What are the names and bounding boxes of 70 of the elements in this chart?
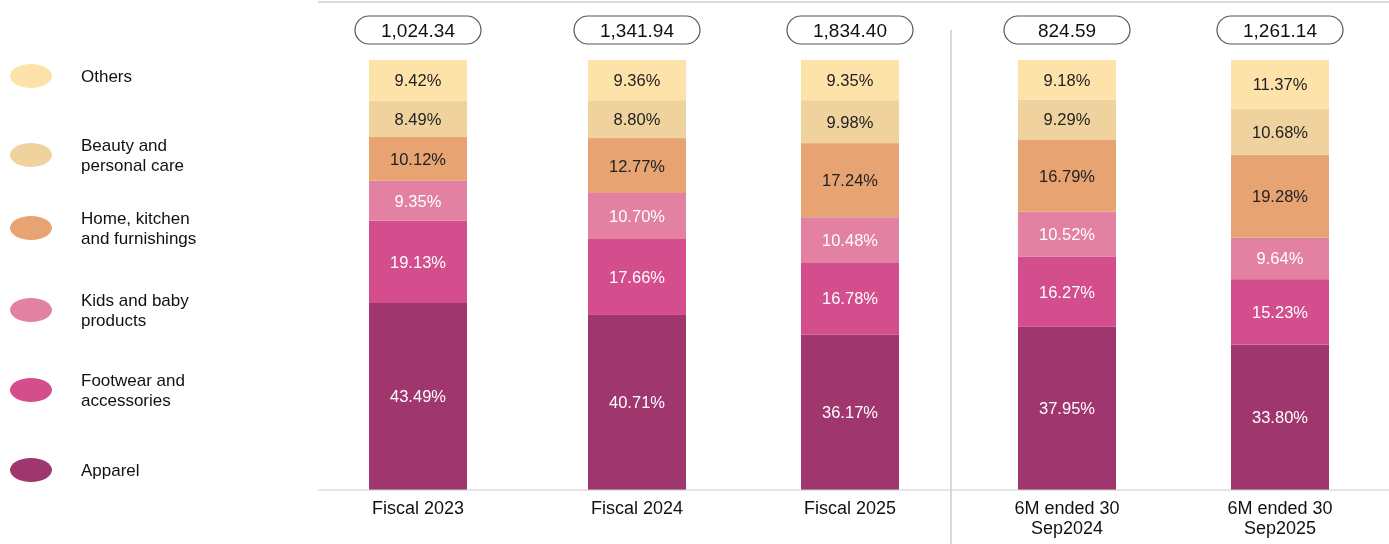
- bar: [369, 302, 467, 490]
- data-label: 11.37%: [1252, 75, 1308, 94]
- data-label: 10.70%: [609, 207, 666, 225]
- bar: [1231, 237, 1329, 280]
- bar: [1231, 108, 1329, 155]
- data-label: 40.71%: [609, 393, 666, 412]
- x-tick-label: 6M ended 30 Sep2025: [1227, 498, 1333, 538]
- legend-label: Home, kitchen and furnishings: [81, 209, 197, 248]
- text: 1,024.34: [381, 20, 456, 41]
- text: 1,341.94: [600, 20, 675, 41]
- bar: [1018, 99, 1116, 140]
- legend-label: Beauty and personal care: [81, 136, 185, 175]
- legend-label: Kids and baby products: [81, 291, 190, 330]
- data-label: 9.35%: [394, 191, 442, 210]
- data-label: 17.66%: [609, 267, 666, 286]
- x-tick-label: 6M ended 30 Sep2024: [1014, 498, 1120, 538]
- bar: [1231, 60, 1329, 109]
- bar: [1018, 139, 1116, 212]
- bar: [801, 60, 899, 101]
- bar: [1018, 326, 1116, 490]
- legend-label: Others: [81, 67, 133, 86]
- data-label: 12.77%: [609, 156, 666, 175]
- bar: [369, 220, 467, 303]
- data-label: 10.68%: [1252, 122, 1309, 141]
- bar: [1018, 211, 1116, 257]
- bar: [1018, 60, 1116, 100]
- data-label: 36.17%: [822, 403, 879, 422]
- bar: [801, 100, 899, 144]
- bar: [369, 60, 467, 101]
- bar: [1231, 344, 1329, 490]
- data-label: 9.42%: [394, 71, 442, 90]
- bar: [369, 137, 467, 181]
- data-label: 9.36%: [613, 71, 661, 90]
- bar: [1231, 279, 1329, 345]
- data-label: 10.48%: [822, 230, 879, 249]
- bar: [369, 180, 467, 221]
- data-label: 9.29%: [1043, 110, 1091, 129]
- data-label: 15.23%: [1252, 302, 1309, 321]
- bar: [801, 217, 899, 263]
- x-tick-label: Fiscal 2023: [371, 498, 465, 518]
- bar: [801, 262, 899, 335]
- data-label: 10.52%: [1039, 225, 1096, 244]
- data-label: 17.24%: [822, 171, 879, 190]
- bar: [1231, 154, 1329, 238]
- data-label: 8.49%: [394, 109, 442, 128]
- data-label: 33.80%: [1252, 408, 1309, 427]
- data-label: 9.64%: [1256, 249, 1304, 268]
- data-label: 16.27%: [1039, 282, 1096, 301]
- data-label: 9.98%: [826, 112, 874, 131]
- data-label: 16.79%: [1039, 166, 1096, 185]
- data-label: 9.18%: [1043, 70, 1091, 89]
- text: 1,261.14: [1243, 20, 1318, 41]
- x-tick-label: Fiscal 2024: [590, 498, 684, 518]
- data-label: 19.28%: [1252, 187, 1309, 206]
- text: 824.59: [1037, 20, 1097, 41]
- data-label: 9.35%: [826, 71, 874, 90]
- bar: [1018, 256, 1116, 327]
- data-label: 43.49%: [390, 387, 447, 406]
- bar: [369, 100, 467, 138]
- legend-label: Footwear and accessories: [81, 371, 185, 410]
- data-label: 16.78%: [822, 289, 879, 308]
- data-label: 19.13%: [390, 252, 447, 271]
- text: 1,834.40: [813, 20, 887, 41]
- data-label: 10.12%: [390, 149, 447, 168]
- bar: [801, 334, 899, 490]
- legend-label: Apparel: [81, 461, 140, 480]
- bar: [801, 143, 899, 218]
- x-tick-label: Fiscal 2025: [803, 498, 897, 518]
- data-label: 37.95%: [1039, 399, 1096, 418]
- data-label: 8.80%: [613, 110, 661, 129]
